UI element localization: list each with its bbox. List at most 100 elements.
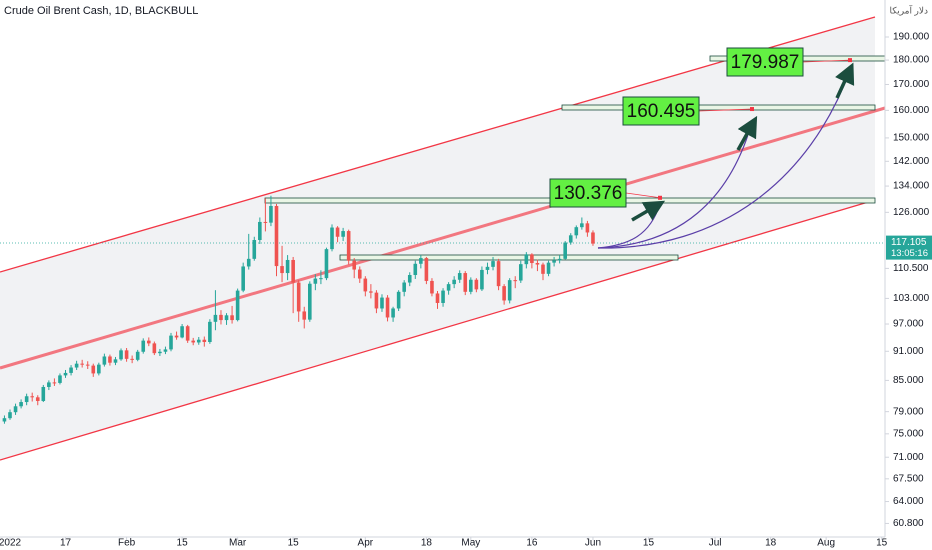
candle-body — [557, 258, 562, 261]
candle-body — [319, 278, 323, 280]
price-axis — [885, 0, 932, 550]
y-tick-label: 64.000 — [893, 496, 924, 507]
projection-curve — [597, 121, 753, 249]
y-tick-label: 142.000 — [893, 156, 930, 167]
axes: 190.000 180.000 170.000 160.000 150.000 142.0… — [0, 32, 932, 549]
candle-body — [380, 297, 384, 309]
price-tag-label: 117.105 — [891, 237, 927, 248]
x-tick-label: Feb — [118, 538, 136, 549]
candle-body — [185, 326, 190, 341]
y-tick-label: 170.000 — [893, 79, 930, 90]
candle-body — [219, 314, 223, 321]
candle-body — [313, 278, 318, 284]
x-tick-label: Jun — [585, 538, 601, 549]
candle-body — [246, 258, 251, 267]
candle-body — [402, 282, 406, 292]
target-point — [848, 58, 852, 63]
candle-body — [446, 284, 451, 291]
candle-body — [496, 261, 501, 287]
candle-body — [502, 286, 506, 301]
candle-body — [263, 221, 268, 223]
candle-body — [513, 280, 518, 282]
candle-body — [385, 297, 390, 318]
y-tick-label: 110.500 — [893, 263, 929, 274]
candle-body — [391, 308, 395, 318]
candle-body — [563, 242, 568, 259]
target-leader — [698, 108, 753, 112]
candle-body — [2, 418, 7, 422]
x-tick-label: 15 — [643, 538, 655, 549]
candle-body — [363, 278, 368, 292]
candle-body — [413, 263, 418, 276]
candle-body — [330, 227, 334, 250]
candle-body — [296, 282, 301, 312]
y-tick-label: 134.000 — [893, 181, 930, 192]
candle-body — [102, 356, 107, 365]
candle-body — [341, 231, 345, 237]
x-tick-label: 16 — [526, 538, 538, 549]
candle-body — [30, 396, 35, 398]
candle-body — [591, 232, 595, 244]
candle-body — [74, 363, 79, 368]
candle-body — [552, 260, 556, 263]
x-tick-label: Jul — [709, 538, 722, 549]
target-point — [658, 195, 662, 200]
arrow — [835, 62, 855, 99]
candle-body — [524, 254, 529, 265]
candle-body — [285, 259, 290, 274]
candle-body — [430, 280, 434, 294]
candle-body — [224, 315, 229, 321]
candle-body — [352, 260, 357, 270]
candle-body — [280, 266, 284, 274]
candle-body — [146, 340, 151, 344]
candle-body — [52, 382, 57, 384]
candle-body — [441, 290, 445, 303]
target-label: 179.987 — [731, 52, 800, 73]
candle-body — [424, 258, 429, 281]
x-tick-label: May — [461, 538, 480, 549]
y-tick-label: 60.800 — [893, 518, 924, 529]
candle-body — [169, 335, 173, 350]
x-tick-label: 17 — [60, 538, 72, 549]
candle-body — [163, 349, 168, 352]
candle-body — [574, 227, 579, 236]
y-tick-label: 97.000 — [893, 319, 924, 330]
candle-body — [180, 326, 184, 338]
candle-body — [196, 339, 201, 343]
target-label: 130.376 — [554, 183, 623, 204]
candle-body — [174, 335, 179, 338]
y-tick-label: 103.000 — [893, 293, 930, 304]
targets: 130.376 160.495 179.987 — [549, 47, 852, 208]
candle-body — [152, 343, 157, 354]
y-tick-label: 190.000 — [893, 32, 930, 43]
candle-body — [346, 231, 351, 261]
candle-body — [585, 223, 590, 233]
x-tick-label: Aug — [817, 538, 835, 549]
candle-body — [124, 350, 129, 359]
candle-body — [535, 263, 540, 265]
x-tick-label: 18 — [765, 538, 777, 549]
arrow — [736, 115, 758, 151]
x-tick-label: Mar — [229, 538, 247, 549]
candle-body — [41, 386, 46, 401]
candle-body — [369, 291, 373, 293]
target-label: 160.495 — [627, 101, 696, 122]
candle-body — [269, 205, 273, 223]
y-tick-label: 91.000 — [893, 346, 924, 357]
y-tick-label: 75.000 — [893, 428, 924, 439]
candle-body — [291, 259, 295, 283]
candle-body — [108, 356, 112, 363]
candle-body — [463, 273, 468, 292]
candle-body — [213, 314, 218, 322]
candle-body — [252, 239, 257, 259]
candle-body — [241, 266, 245, 291]
candle-body — [258, 221, 262, 240]
target-point — [750, 107, 754, 112]
candle-body — [485, 266, 490, 270]
x-tick-label: Apr — [358, 538, 374, 549]
candle-body — [80, 363, 84, 365]
candle-body — [202, 339, 207, 343]
candle-body — [158, 351, 162, 354]
candle-body — [324, 249, 329, 279]
candle-body — [191, 340, 196, 343]
